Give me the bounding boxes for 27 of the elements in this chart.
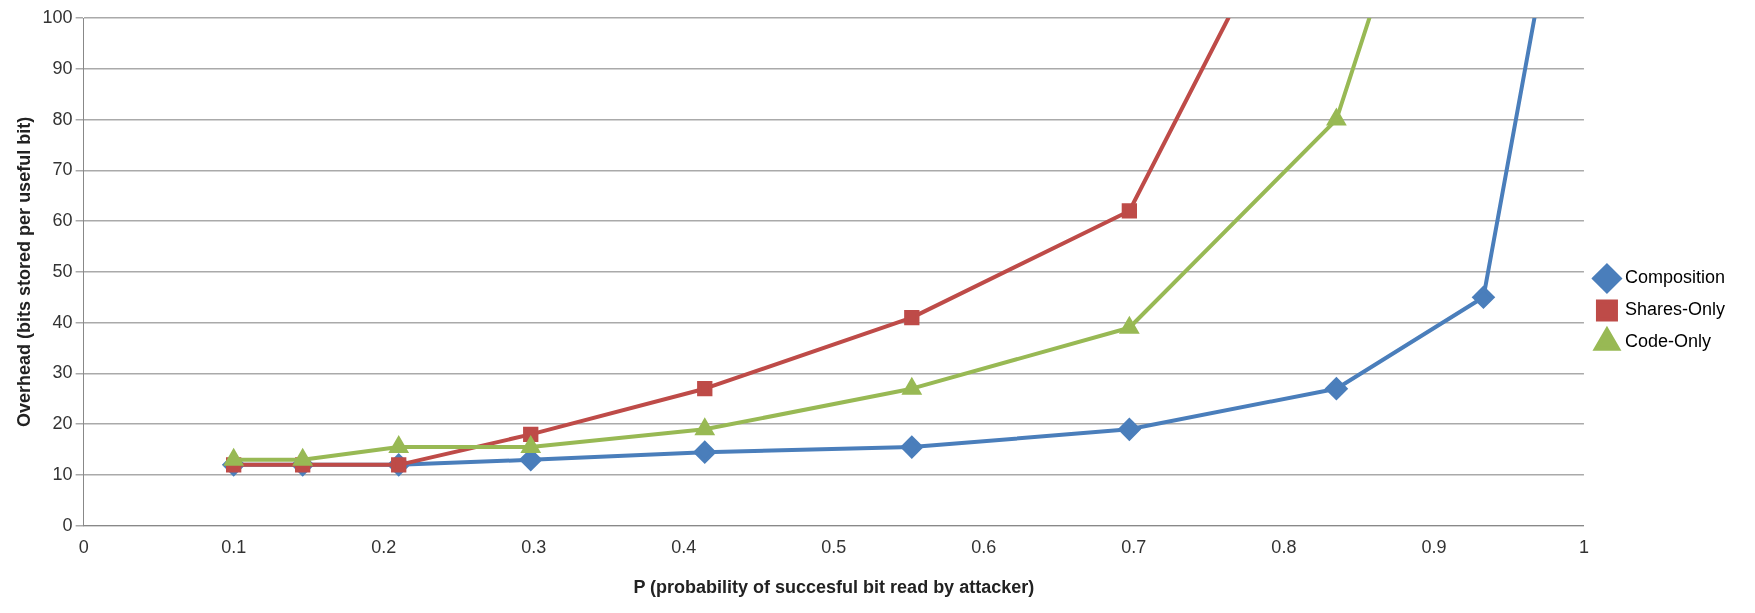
y-tick-label: 90 — [52, 57, 73, 78]
y-tick-label: 70 — [52, 159, 73, 180]
x-tick-label: 0.4 — [671, 536, 697, 557]
x-tick-label: 0.1 — [221, 536, 247, 557]
y-tick-label: 50 — [52, 260, 73, 281]
y-tick-label: 0 — [62, 514, 73, 535]
x-tick-label: 0.6 — [971, 536, 997, 557]
y-tick-label: 80 — [52, 108, 73, 129]
legend-label: Code-Only — [1624, 331, 1711, 352]
y-tick-label: 30 — [52, 362, 73, 383]
x-tick-label: 0.8 — [1271, 536, 1297, 557]
x-tick-label: 1 — [1578, 536, 1589, 557]
x-tick-label: 0.9 — [1421, 536, 1447, 557]
y-tick-label: 100 — [42, 6, 73, 27]
y-tick-label: 10 — [52, 463, 73, 484]
x-tick-label: 0 — [78, 536, 89, 557]
x-tick-label: 0.3 — [521, 536, 547, 557]
x-tick-label: 0.7 — [1121, 536, 1147, 557]
x-axis-title: P (probability of succesful bit read by attacker) — [633, 577, 1035, 598]
y-tick-label: 40 — [52, 311, 73, 332]
legend-label: Composition — [1624, 267, 1725, 288]
y-tick-label: 60 — [52, 210, 73, 231]
legend-label: Shares-Only — [1624, 299, 1725, 320]
x-tick-label: 0.5 — [821, 536, 847, 557]
y-axis-title: Overhead (bits stored per useful bit) — [13, 116, 34, 427]
x-tick-label: 0.2 — [371, 536, 397, 557]
y-tick-label: 20 — [52, 413, 73, 434]
